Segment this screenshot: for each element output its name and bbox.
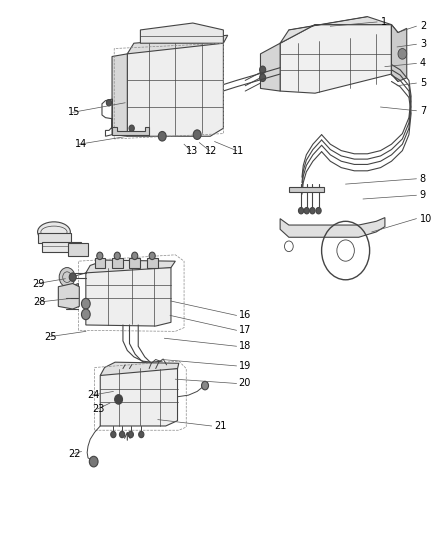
Text: 16: 16	[239, 310, 251, 320]
Text: 15: 15	[68, 107, 81, 117]
Text: 12: 12	[205, 146, 217, 156]
Text: 25: 25	[44, 332, 57, 342]
Polygon shape	[289, 187, 324, 192]
Circle shape	[97, 252, 103, 260]
Text: 4: 4	[420, 59, 426, 68]
Text: 18: 18	[239, 341, 251, 351]
Circle shape	[139, 431, 144, 438]
Polygon shape	[113, 127, 149, 135]
Bar	[130, 258, 141, 268]
Circle shape	[89, 456, 98, 467]
Text: 7: 7	[420, 106, 426, 116]
Text: 2: 2	[420, 21, 426, 31]
Circle shape	[128, 431, 134, 438]
Circle shape	[298, 207, 304, 214]
Polygon shape	[38, 233, 71, 243]
Circle shape	[59, 268, 75, 287]
Text: 22: 22	[68, 449, 81, 458]
Text: 5: 5	[420, 78, 426, 88]
Polygon shape	[58, 284, 79, 309]
Bar	[95, 258, 106, 268]
Polygon shape	[280, 25, 392, 93]
Ellipse shape	[38, 222, 71, 242]
Circle shape	[114, 252, 120, 260]
Circle shape	[111, 431, 116, 438]
Polygon shape	[127, 35, 228, 54]
Polygon shape	[100, 362, 179, 375]
Polygon shape	[86, 268, 171, 326]
Polygon shape	[392, 25, 398, 82]
Text: 19: 19	[239, 361, 251, 371]
Text: 17: 17	[239, 325, 251, 335]
Text: 11: 11	[232, 146, 244, 156]
Bar	[112, 258, 123, 268]
Text: 29: 29	[32, 279, 45, 288]
Polygon shape	[280, 17, 392, 43]
Circle shape	[304, 207, 309, 214]
Polygon shape	[392, 25, 407, 82]
Circle shape	[193, 130, 201, 140]
Text: 20: 20	[239, 378, 251, 389]
Bar	[147, 258, 158, 268]
Circle shape	[316, 207, 321, 214]
Polygon shape	[100, 368, 177, 426]
Text: 21: 21	[214, 421, 226, 431]
Polygon shape	[86, 260, 175, 273]
Polygon shape	[66, 284, 78, 303]
Text: 9: 9	[420, 190, 426, 200]
Circle shape	[129, 125, 134, 132]
Polygon shape	[261, 43, 280, 91]
Text: 13: 13	[186, 146, 198, 156]
Circle shape	[201, 381, 208, 390]
Text: 3: 3	[420, 39, 426, 49]
Circle shape	[149, 252, 155, 260]
Circle shape	[106, 100, 112, 106]
Circle shape	[398, 49, 407, 59]
Circle shape	[120, 431, 125, 438]
Text: 14: 14	[75, 139, 87, 149]
Circle shape	[158, 132, 166, 141]
Polygon shape	[141, 23, 223, 43]
Circle shape	[115, 394, 123, 404]
Circle shape	[260, 66, 266, 74]
Circle shape	[260, 74, 266, 82]
Polygon shape	[127, 43, 223, 136]
Polygon shape	[112, 54, 127, 136]
Circle shape	[132, 252, 138, 260]
Circle shape	[81, 309, 90, 320]
Text: 8: 8	[420, 174, 426, 184]
Circle shape	[310, 207, 315, 214]
Text: 10: 10	[420, 214, 432, 224]
Polygon shape	[42, 241, 81, 252]
Polygon shape	[68, 243, 88, 256]
Polygon shape	[280, 217, 385, 237]
Circle shape	[81, 298, 90, 309]
Text: 1: 1	[381, 17, 387, 27]
Circle shape	[69, 273, 76, 281]
Text: 28: 28	[33, 297, 46, 307]
Text: 23: 23	[92, 404, 105, 414]
Text: 24: 24	[87, 390, 99, 400]
